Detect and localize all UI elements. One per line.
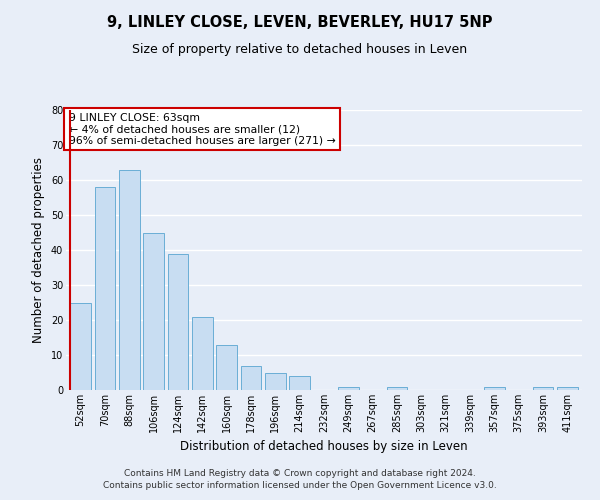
Bar [557,386,578,390]
Y-axis label: Number of detached properties: Number of detached properties [32,157,45,343]
Text: 9, LINLEY CLOSE, LEVEN, BEVERLEY, HU17 5NP: 9, LINLEY CLOSE, LEVEN, BEVERLEY, HU17 5… [107,15,493,30]
Text: Contains HM Land Registry data © Crown copyright and database right 2024.
Contai: Contains HM Land Registry data © Crown c… [103,468,497,490]
Bar [143,232,164,390]
Bar [119,170,140,390]
X-axis label: Distribution of detached houses by size in Leven: Distribution of detached houses by size … [180,440,468,454]
Text: 9 LINLEY CLOSE: 63sqm
← 4% of detached houses are smaller (12)
96% of semi-detac: 9 LINLEY CLOSE: 63sqm ← 4% of detached h… [68,113,335,146]
Bar [216,344,237,390]
Bar [265,372,286,390]
Bar [386,386,407,390]
Bar [241,366,262,390]
Bar [95,187,115,390]
Bar [70,302,91,390]
Bar [289,376,310,390]
Bar [192,316,212,390]
Bar [338,386,359,390]
Bar [167,254,188,390]
Bar [484,386,505,390]
Bar [533,386,553,390]
Text: Size of property relative to detached houses in Leven: Size of property relative to detached ho… [133,42,467,56]
